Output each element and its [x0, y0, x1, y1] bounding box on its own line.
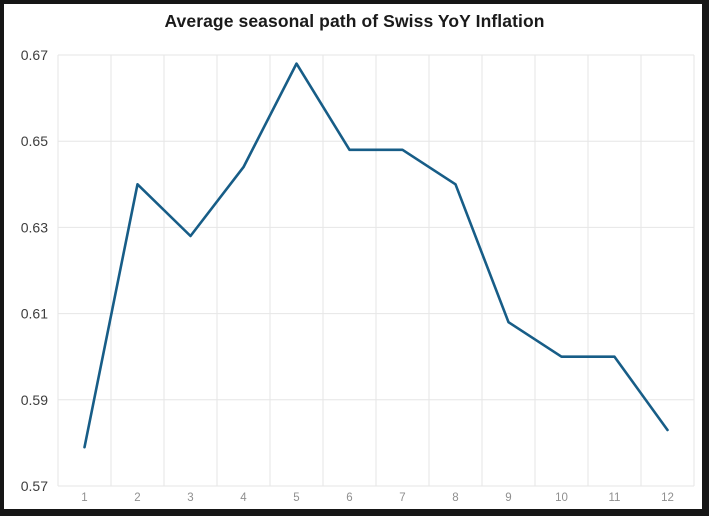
frame-border-top: [0, 0, 709, 4]
x-axis-tick-label: 5: [293, 492, 299, 504]
x-axis-tick-label: 12: [661, 492, 674, 504]
y-axis-tick-label: 0.65: [21, 133, 48, 149]
x-axis-tick-label: 10: [555, 492, 568, 504]
x-axis-tick-label: 4: [240, 492, 247, 504]
y-axis-tick-label: 0.59: [21, 392, 48, 408]
chart-title: Average seasonal path of Swiss YoY Infla…: [164, 11, 545, 31]
x-axis-tick-label: 8: [452, 492, 458, 504]
frame-border-bottom: [0, 509, 709, 516]
y-axis-tick-label: 0.67: [21, 47, 48, 63]
x-axis-tick-label: 7: [399, 492, 405, 504]
frame-border-right: [702, 0, 709, 516]
y-axis-tick-label: 0.61: [21, 306, 48, 322]
x-axis-tick-label: 1: [81, 492, 87, 504]
y-axis-tick-label: 0.63: [21, 219, 48, 235]
x-axis-tick-label: 11: [609, 492, 621, 504]
frame-border-left: [0, 0, 4, 516]
x-axis-tick-label: 2: [134, 492, 140, 504]
y-axis-tick-label: 0.57: [21, 478, 48, 494]
x-axis-tick-label: 3: [187, 492, 193, 504]
x-axis-tick-label: 6: [346, 492, 352, 504]
x-axis-tick-label: 9: [505, 492, 511, 504]
inflation-line-series: [83, 62, 669, 449]
